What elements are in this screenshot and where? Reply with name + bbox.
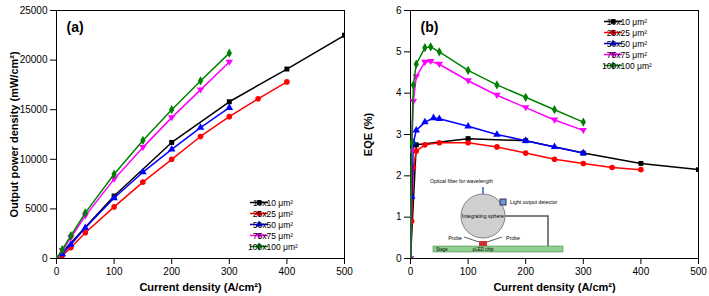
svg-text:6: 6 xyxy=(396,5,402,16)
svg-text:10x10 μm²: 10x10 μm² xyxy=(253,198,293,208)
svg-text:0: 0 xyxy=(54,266,60,277)
svg-text:300: 300 xyxy=(221,266,238,277)
svg-text:200: 200 xyxy=(517,266,534,277)
svg-text:(a): (a) xyxy=(67,19,84,35)
svg-text:500: 500 xyxy=(336,266,353,277)
svg-text:300: 300 xyxy=(575,266,592,277)
svg-text:500: 500 xyxy=(690,266,707,277)
svg-text:4: 4 xyxy=(396,87,402,98)
svg-text:Stage: Stage xyxy=(436,247,448,252)
svg-text:100x100 μm²: 100x100 μm² xyxy=(248,242,298,252)
svg-text:50x50 μm²: 50x50 μm² xyxy=(253,220,293,230)
svg-text:Integrating sphere: Integrating sphere xyxy=(462,213,504,219)
svg-text:400: 400 xyxy=(633,266,650,277)
svg-text:100: 100 xyxy=(460,266,477,277)
svg-text:10000: 10000 xyxy=(20,154,48,165)
svg-text:25x25 μm²: 25x25 μm² xyxy=(253,209,293,219)
svg-text:400: 400 xyxy=(279,266,296,277)
svg-text:25000: 25000 xyxy=(20,5,48,16)
svg-text:(b): (b) xyxy=(421,19,439,35)
svg-text:5: 5 xyxy=(396,46,402,57)
svg-text:15000: 15000 xyxy=(20,104,48,115)
svg-text:0: 0 xyxy=(42,253,48,264)
svg-text:Current density (A/cm²): Current density (A/cm²) xyxy=(493,281,616,293)
svg-text:3: 3 xyxy=(396,129,402,140)
svg-text:200: 200 xyxy=(163,266,180,277)
svg-text:75x75 μm²: 75x75 μm² xyxy=(607,50,647,60)
svg-text:50x50 μm²: 50x50 μm² xyxy=(607,39,647,49)
svg-text:75x75 μm²: 75x75 μm² xyxy=(253,231,293,241)
svg-text:Probe: Probe xyxy=(448,235,462,241)
svg-text:25x25 μm²: 25x25 μm² xyxy=(607,28,647,38)
svg-text:Optical fiber for wavelength: Optical fiber for wavelength xyxy=(430,178,493,184)
svg-text:Light output detector: Light output detector xyxy=(510,199,558,205)
svg-text:EQE (%): EQE (%) xyxy=(362,112,374,156)
svg-text:Current density (A/cm²): Current density (A/cm²) xyxy=(139,281,262,293)
svg-text:100: 100 xyxy=(106,266,123,277)
svg-text:20000: 20000 xyxy=(20,54,48,65)
svg-text:0: 0 xyxy=(396,253,402,264)
svg-text:Probe: Probe xyxy=(506,235,520,241)
svg-text:5000: 5000 xyxy=(25,203,48,214)
svg-text:2: 2 xyxy=(396,170,402,181)
svg-text:10x10 μm²: 10x10 μm² xyxy=(607,17,647,27)
svg-text:Output power density (mW/cm²): Output power density (mW/cm²) xyxy=(8,51,20,218)
svg-text:100x100 μm²: 100x100 μm² xyxy=(602,61,652,71)
svg-text:0: 0 xyxy=(408,266,414,277)
svg-text:1: 1 xyxy=(396,211,402,222)
svg-text:μLED chip: μLED chip xyxy=(473,247,494,252)
